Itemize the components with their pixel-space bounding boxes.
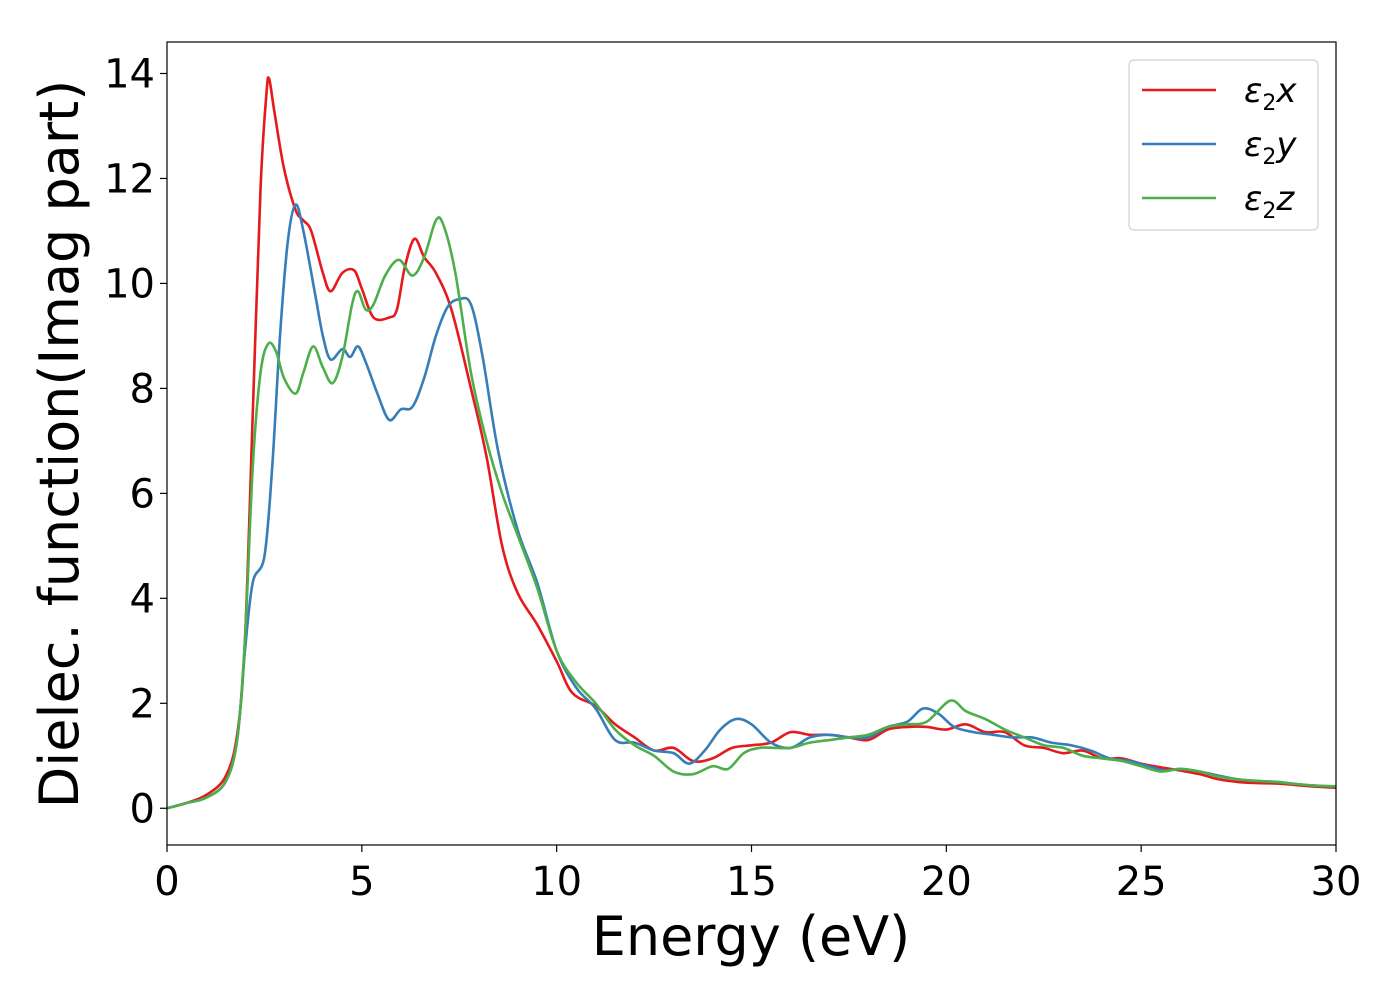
x-tick-label: 0: [154, 859, 179, 905]
y-tick-label: 2: [130, 681, 155, 727]
legend-label-x: ε2x: [1244, 71, 1297, 116]
x-tick-label: 25: [1116, 859, 1167, 905]
legend: ε2x ε2y ε2z: [1128, 59, 1319, 231]
y-axis-title: Dielec. function(Imag part): [28, 80, 91, 809]
x-tick-label: 30: [1311, 859, 1362, 905]
x-tick-label: 10: [531, 859, 582, 905]
y-tick-label: 8: [130, 366, 155, 412]
legend-label-y: ε2y: [1244, 125, 1297, 170]
y-tick-label: 10: [104, 261, 155, 307]
x-tick-label: 20: [921, 859, 972, 905]
y-tick-label: 4: [130, 576, 155, 622]
legend-label-z: ε2z: [1244, 179, 1295, 224]
y-axis: 0 2 4 6 8 10 12 14: [104, 51, 167, 832]
series-layer: [166, 76, 1337, 810]
series-line-z: [166, 216, 1337, 810]
y-tick-label: 14: [104, 51, 155, 97]
x-tick-label: 15: [726, 859, 777, 905]
x-axis-title: Energy (eV): [592, 905, 911, 968]
y-tick-label: 0: [130, 786, 155, 832]
y-tick-label: 12: [104, 156, 155, 202]
y-tick-label: 6: [130, 471, 155, 517]
legend-box: [1128, 59, 1319, 231]
x-axis: 0 5 10 15 20 25 30: [154, 845, 1361, 905]
x-tick-label: 5: [349, 859, 374, 905]
